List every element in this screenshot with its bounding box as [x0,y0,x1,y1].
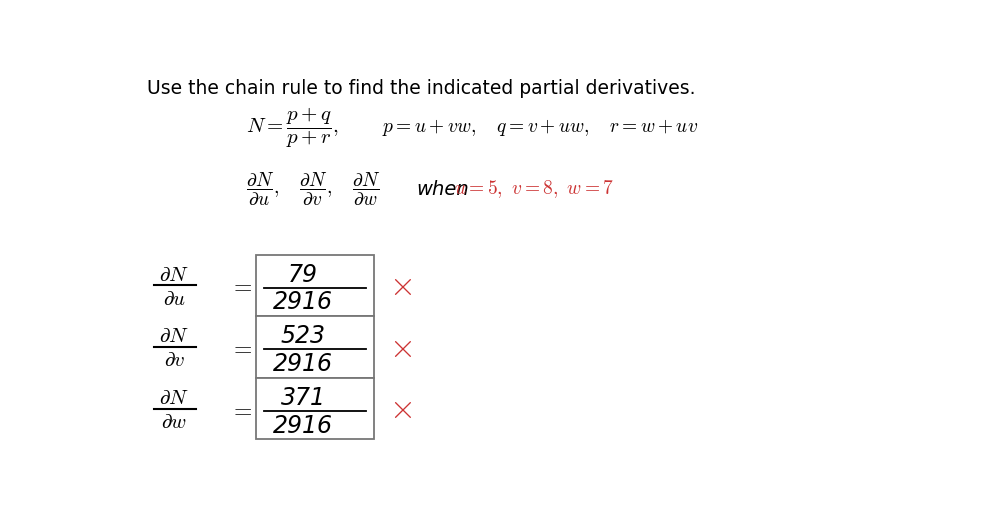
Text: $=$: $=$ [228,397,253,421]
Text: $\times$: $\times$ [389,330,412,364]
Text: $\partial v$: $\partial v$ [164,350,185,370]
Text: $N = \dfrac{p + q}{p + r},$: $N = \dfrac{p + q}{p + r},$ [245,105,338,150]
Text: $\times$: $\times$ [389,392,412,425]
Text: $\partial N$: $\partial N$ [159,326,190,346]
Text: 523: 523 [281,324,326,348]
Bar [256,255,374,316]
Text: $\partial w$: $\partial w$ [162,412,188,431]
Text: 2916: 2916 [273,413,333,438]
Text: $p = u + vw, \quad q = v + uw, \quad r = w + uv$: $p = u + vw, \quad q = v + uw, \quad r =… [381,117,698,138]
Text: $=$: $=$ [228,274,253,297]
Text: $u = \mathbf{5},\ v = \mathbf{8},\ w = \mathbf{7}$: $u = \mathbf{5},\ v = \mathbf{8},\ w = \… [454,178,614,200]
Text: 79: 79 [288,263,318,286]
Text: when: when [416,180,469,199]
Text: $\partial N$: $\partial N$ [159,388,190,408]
Text: 2916: 2916 [273,291,333,314]
Text: 2916: 2916 [273,352,333,376]
Text: $=$: $=$ [228,335,253,359]
Bar [256,378,374,439]
Bar [256,316,374,378]
Text: $\dfrac{\partial N}{\partial u},\quad \dfrac{\partial N}{\partial v},\quad \dfra: $\dfrac{\partial N}{\partial u},\quad \d… [245,170,380,208]
Text: $\partial N$: $\partial N$ [159,265,190,285]
Text: $\times$: $\times$ [389,269,412,302]
Text: 371: 371 [281,386,326,410]
Text: $\partial u$: $\partial u$ [163,289,186,309]
Text: Use the chain rule to find the indicated partial derivatives.: Use the chain rule to find the indicated… [148,79,696,98]
